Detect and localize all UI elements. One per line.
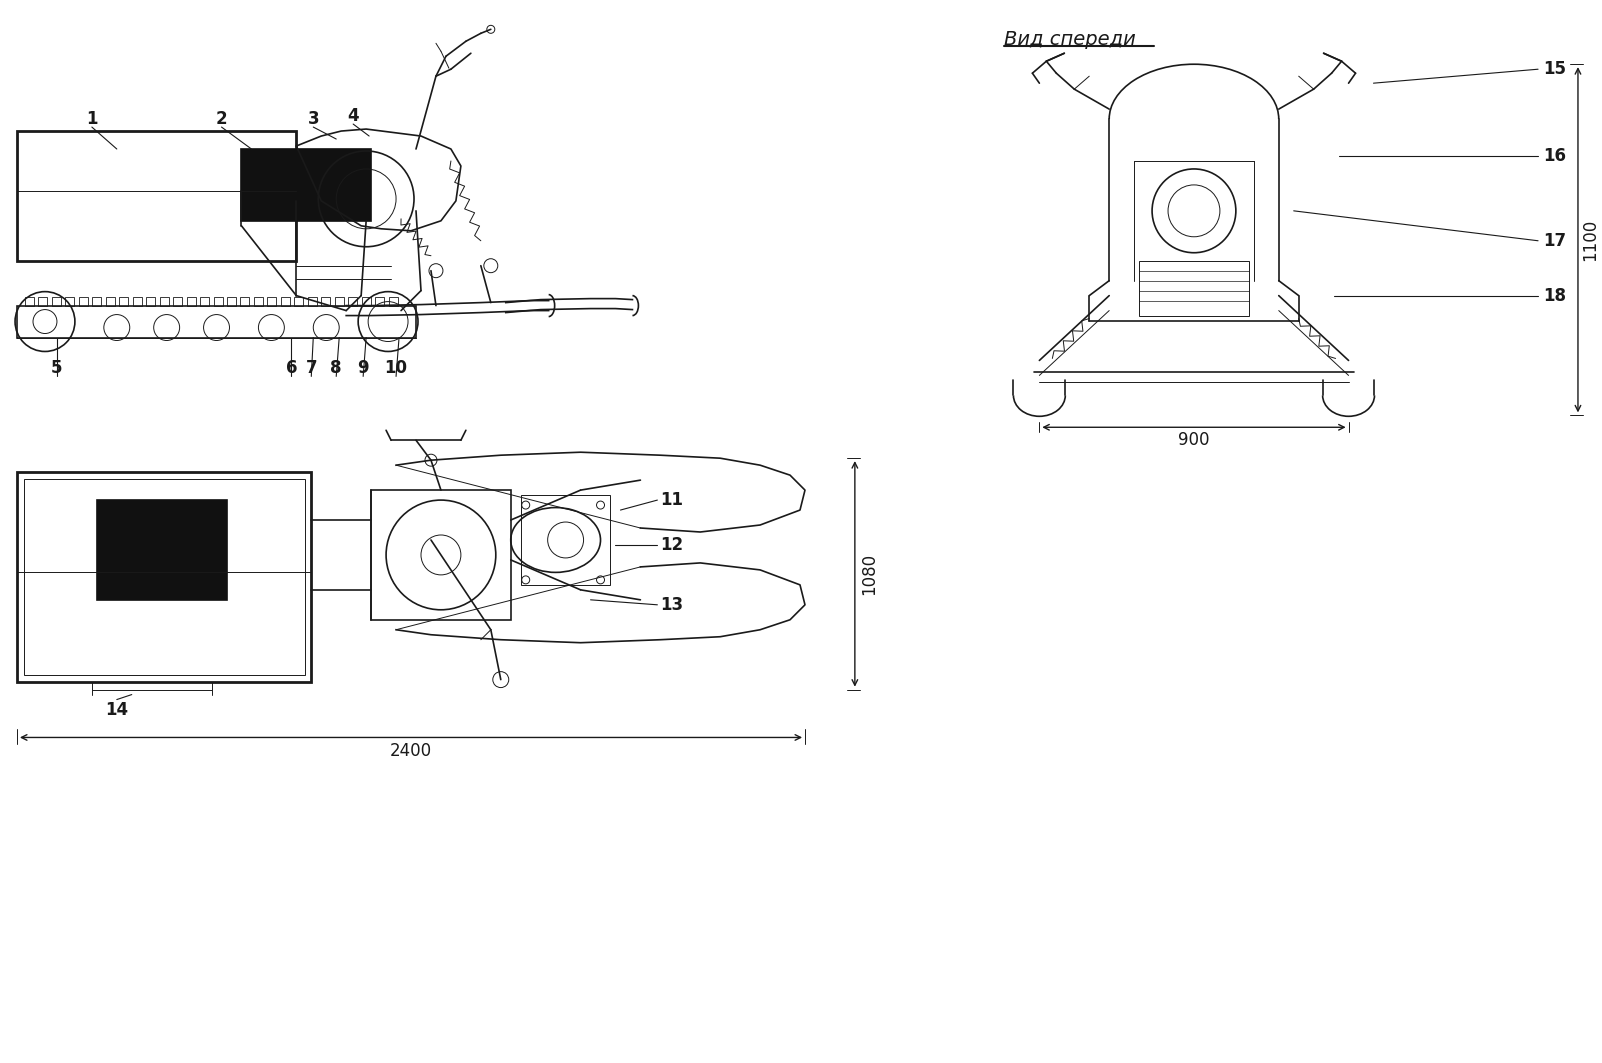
Text: 1: 1 <box>87 111 98 128</box>
Bar <box>255 297 263 305</box>
Bar <box>375 297 384 305</box>
Text: 9: 9 <box>357 359 368 377</box>
Bar <box>242 149 372 221</box>
Bar <box>133 297 141 305</box>
Text: Вид спереди: Вид спереди <box>1004 30 1136 49</box>
Bar <box>213 297 223 305</box>
Bar <box>173 297 183 305</box>
Bar <box>186 297 195 305</box>
Text: 16: 16 <box>1543 147 1567 165</box>
Bar <box>362 297 370 305</box>
Bar <box>308 297 317 305</box>
Bar <box>18 472 311 681</box>
Bar <box>200 297 208 305</box>
Text: 11: 11 <box>660 491 684 509</box>
Text: 17: 17 <box>1543 232 1567 250</box>
Bar <box>26 297 34 305</box>
Bar <box>322 297 330 305</box>
Bar <box>146 297 155 305</box>
Text: 7: 7 <box>306 359 317 377</box>
Bar <box>38 297 48 305</box>
Bar <box>280 297 290 305</box>
Text: 2400: 2400 <box>389 742 433 760</box>
Text: 8: 8 <box>330 359 341 377</box>
Text: 1100: 1100 <box>1581 219 1599 260</box>
Bar <box>24 479 306 675</box>
Text: 15: 15 <box>1543 61 1567 79</box>
Bar <box>1139 260 1250 316</box>
Bar <box>96 500 226 600</box>
Bar <box>227 297 235 305</box>
Bar <box>372 490 511 620</box>
Text: 6: 6 <box>285 359 296 377</box>
Bar <box>240 297 250 305</box>
Text: 5: 5 <box>51 359 62 377</box>
Bar <box>160 297 168 305</box>
Bar <box>389 297 397 305</box>
Bar <box>66 297 74 305</box>
Bar <box>295 297 303 305</box>
Text: 4: 4 <box>348 107 359 125</box>
Text: 12: 12 <box>660 536 684 554</box>
Bar <box>18 305 417 338</box>
Bar <box>335 297 344 305</box>
Text: 14: 14 <box>106 701 128 719</box>
Text: 1080: 1080 <box>860 553 878 595</box>
Text: 3: 3 <box>308 111 319 128</box>
Bar <box>106 297 115 305</box>
Text: 2: 2 <box>216 111 227 128</box>
Bar <box>521 495 610 585</box>
Bar <box>51 297 61 305</box>
Bar <box>78 297 88 305</box>
Bar <box>268 297 277 305</box>
Text: 13: 13 <box>660 595 684 613</box>
Text: 10: 10 <box>384 359 407 377</box>
Text: 18: 18 <box>1543 287 1567 305</box>
Text: 900: 900 <box>1177 432 1210 450</box>
Bar <box>348 297 357 305</box>
Bar <box>93 297 101 305</box>
Bar <box>18 131 296 260</box>
Bar <box>119 297 128 305</box>
